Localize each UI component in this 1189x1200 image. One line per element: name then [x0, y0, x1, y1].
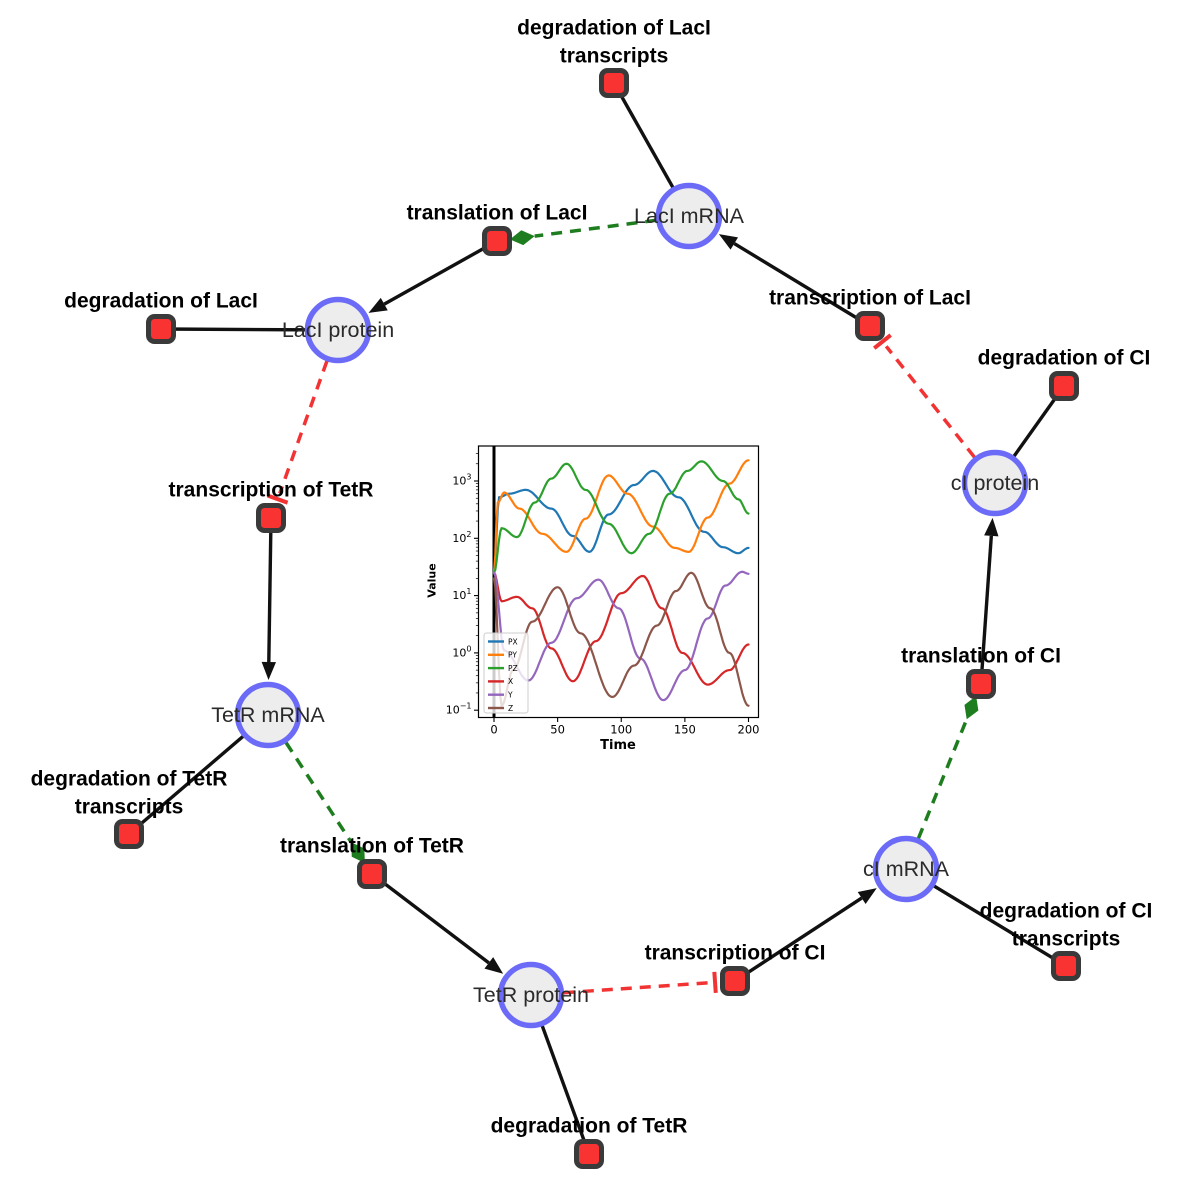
edge-production-transcription-of-tetr-to-tetr-mrna-arrowhead	[261, 661, 277, 681]
legend-label-y: Y	[507, 691, 513, 700]
reaction-node-degradation-of-tetr-transcripts[interactable]	[114, 819, 144, 849]
reaction-node-translation-of-tetr[interactable]	[357, 859, 387, 889]
legend-label-z: Z	[508, 704, 513, 713]
edge-inhibition-laci-protein-to-transcription-of-tetr-tbar	[267, 493, 289, 505]
reaction-label-degradation-of-ci-transcripts-line2: transcripts	[1012, 928, 1121, 951]
species-node-ci-protein[interactable]	[961, 449, 1029, 517]
x-tick-label-200: 200	[738, 723, 760, 737]
edge-inhibition-tetr-protein-to-transcription-of-ci	[563, 981, 710, 995]
series-line-pz	[492, 460, 750, 574]
species-label-tetr-mrna: TetR mRNA	[211, 703, 325, 727]
reaction-label-translation-of-laci: translation of LacI	[407, 202, 588, 225]
reaction-node-degradation-of-ci-transcripts[interactable]	[1051, 951, 1081, 981]
edge-production-translation-of-ci-to-ci-protein-arrowhead	[984, 517, 999, 537]
reaction-label-degradation-of-tetr-transcripts-line2: transcripts	[75, 796, 184, 819]
edge-inhibition-ci-protein-to-transcription-of-laci	[884, 345, 976, 459]
x-tick-label-150: 150	[674, 723, 696, 737]
reaction-node-transcription-of-tetr[interactable]	[256, 503, 286, 533]
axes-frame	[477, 445, 760, 719]
edge-modifier-tetr-mrna-to-translation-of-tetr-diamond	[351, 842, 365, 864]
edge-modifier-laci-mrna-to-translation-of-laci-diamond	[509, 230, 535, 246]
y-tick-label-1e2: 102	[452, 530, 471, 545]
reaction-node-degradation-of-laci[interactable]	[146, 314, 176, 344]
edge-modifier-ci-mrna-to-translation-of-ci	[916, 718, 969, 840]
edge-inhibition-laci-protein-to-transcription-of-tetr	[278, 360, 329, 495]
nodes-layer	[114, 68, 1081, 1169]
legend-label-px: PX	[508, 637, 518, 646]
series-line-px	[492, 469, 750, 574]
series-line-x	[492, 571, 750, 686]
edge-production-transcription-of-laci-to-laci-mrna-arrowhead	[718, 234, 739, 250]
reaction-node-degradation-of-ci[interactable]	[1049, 371, 1079, 401]
series-line-z	[492, 571, 750, 708]
chart-legend: PX PY PZ XYZ	[483, 632, 529, 714]
timeseries-plot: 0 50 100 150 200 10−1 100 101 102 103 PX PY PZ XYZ	[446, 445, 760, 737]
timeseries-inset-chart: 0 50 100 150 200 10−1 100 101 102 103 PX PY PZ X Y Z Ti…	[424, 436, 780, 770]
edge-production-translation-of-ci-to-ci-protein	[979, 535, 994, 685]
species-node-ci-mrna[interactable]	[872, 835, 940, 903]
edge-production-transcription-of-tetr-to-tetr-mrna	[267, 517, 273, 663]
reaction-label-degradation-of-ci-transcripts-line1: degradation of CI	[980, 900, 1153, 923]
species-label-tetr-protein: TetR protein	[473, 983, 589, 1007]
reaction-label-transcription-of-laci: transcription of LacI	[769, 287, 971, 310]
species-label-ci-protein: cI protein	[951, 471, 1039, 495]
legend-label-pz: PZ	[508, 664, 518, 673]
series-line-py	[492, 459, 750, 574]
reaction-label-translation-of-tetr: translation of TetR	[280, 835, 464, 858]
reaction-label-degradation-of-tetr-transcripts-line1: degradation of TetR	[31, 768, 228, 791]
reaction-node-transcription-of-laci[interactable]	[855, 311, 885, 341]
series-line-y	[492, 570, 750, 702]
edge-inhibition-ci-protein-to-transcription-of-laci-tbar	[872, 333, 892, 350]
reaction-node-translation-of-ci[interactable]	[966, 669, 996, 699]
y-tick-label-1e3: 103	[452, 473, 471, 488]
chart-y-axis-label: Value	[425, 563, 439, 598]
species-label-ci-mrna: cI mRNA	[863, 857, 950, 881]
reaction-label-transcription-of-ci: transcription of CI	[645, 942, 826, 965]
reaction-label-transcription-of-tetr: transcription of TetR	[169, 479, 374, 502]
edge-production-transcription-of-laci-to-laci-mrna	[733, 242, 871, 328]
edge-modifier-tetr-mrna-to-translation-of-tetr	[284, 741, 353, 844]
edge-production-translation-of-tetr-to-tetr-protein	[370, 872, 490, 965]
reaction-label-degradation-of-laci: degradation of LacI	[64, 290, 258, 313]
y-tick-label-1e-1: 10−1	[446, 702, 472, 717]
reaction-label-degradation-of-laci-transcripts-line1: degradation of LacI	[517, 17, 711, 40]
legend-label-x: X	[508, 677, 513, 686]
species-label-laci-mrna: LacI mRNA	[634, 204, 745, 228]
reaction-node-degradation-of-laci-transcripts[interactable]	[599, 68, 629, 98]
species-node-laci-protein[interactable]	[304, 296, 372, 364]
edge-inhibition-tetr-protein-to-transcription-of-ci-tbar	[712, 971, 718, 993]
x-tick-label-100: 100	[610, 723, 632, 737]
labels-layer: LacI mRNA LacI protein TetR mRNA TetR prote…	[31, 17, 1153, 1138]
edge-modifier-ci-mrna-to-translation-of-ci-diamond	[964, 696, 979, 720]
edge-production-transcription-of-ci-to-ci-mrna-arrowhead	[857, 888, 877, 905]
reaction-label-degradation-of-ci: degradation of CI	[978, 347, 1151, 370]
axis-ticks: 0 50 100 150 200 10−1 100 101 102 103	[446, 453, 760, 737]
y-tick-label-1e1: 101	[452, 587, 471, 602]
edge-production-transcription-of-ci-to-ci-mrna	[734, 896, 863, 983]
edge-production-translation-of-laci-to-laci-protein	[383, 239, 498, 306]
plot-area	[492, 446, 750, 718]
reaction-node-translation-of-laci[interactable]	[482, 226, 512, 256]
edge-production-translation-of-laci-to-laci-protein-arrowhead	[368, 297, 388, 313]
species-node-tetr-protein[interactable]	[497, 961, 565, 1029]
edge-production-translation-of-tetr-to-tetr-protein-arrowhead	[484, 957, 504, 974]
y-tick-label-1e0: 100	[452, 644, 471, 659]
species-label-laci-protein: LacI protein	[282, 318, 394, 342]
reaction-node-transcription-of-ci[interactable]	[720, 966, 750, 996]
reaction-node-degradation-of-tetr[interactable]	[574, 1139, 604, 1169]
x-tick-label-50: 50	[550, 723, 565, 737]
edge-modifier-laci-mrna-to-translation-of-laci	[534, 218, 657, 238]
species-node-tetr-mrna[interactable]	[234, 681, 302, 749]
legend-label-py: PY	[508, 651, 517, 660]
legend-box	[483, 632, 529, 714]
reaction-label-degradation-of-tetr: degradation of TetR	[491, 1115, 688, 1138]
reaction-label-translation-of-ci: translation of CI	[901, 645, 1061, 668]
species-node-laci-mrna[interactable]	[655, 182, 723, 250]
chart-x-axis-label: Time	[600, 738, 636, 753]
reaction-label-degradation-of-laci-transcripts-line2: transcripts	[560, 45, 669, 68]
x-tick-label-0: 0	[490, 723, 497, 737]
